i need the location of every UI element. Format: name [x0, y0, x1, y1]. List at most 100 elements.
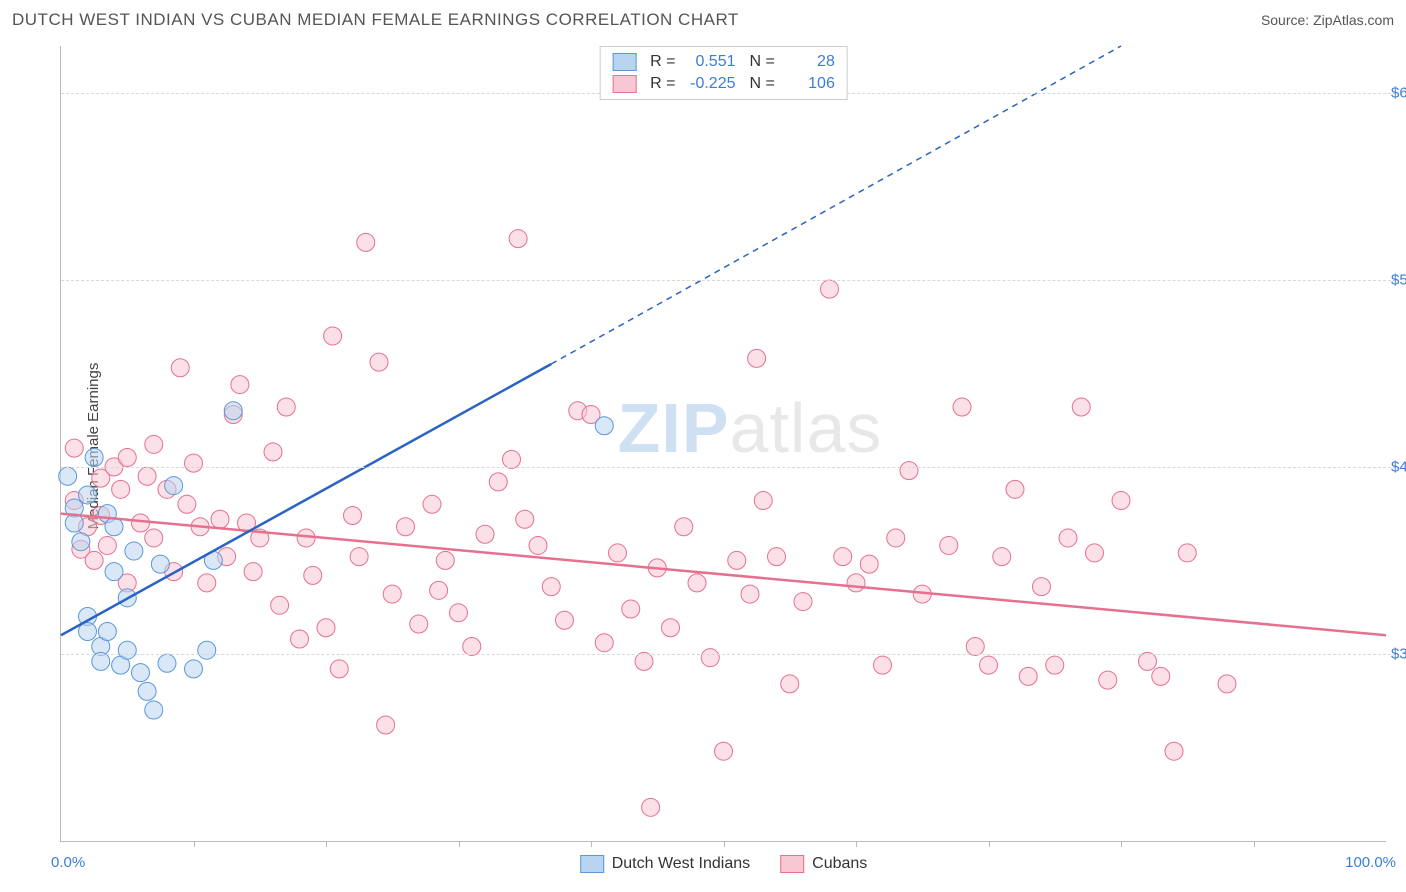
cuban-point: [244, 563, 262, 581]
cuban-point: [1046, 656, 1064, 674]
x-tick: [194, 841, 195, 847]
cuban-point: [377, 716, 395, 734]
cuban-point: [529, 536, 547, 554]
cuban-point: [489, 473, 507, 491]
cuban-point: [715, 742, 733, 760]
cuban-point: [516, 510, 534, 528]
y-tick-label: $60,000: [1391, 84, 1406, 101]
cuban-point: [383, 585, 401, 603]
gridline: [61, 654, 1396, 655]
cuban-point: [887, 529, 905, 547]
cuban-point: [688, 574, 706, 592]
cuban-point: [1139, 652, 1157, 670]
x-tick: [326, 841, 327, 847]
cuban-point: [635, 652, 653, 670]
chart-title: DUTCH WEST INDIAN VS CUBAN MEDIAN FEMALE…: [12, 10, 739, 30]
cuban-point: [463, 637, 481, 655]
cuban-point: [330, 660, 348, 678]
cuban-point: [277, 398, 295, 416]
x-tick: [591, 841, 592, 847]
legend-item-cuban: Cubans: [780, 855, 867, 873]
cuban-point: [748, 349, 766, 367]
cuban-point: [1072, 398, 1090, 416]
dutch-point: [98, 622, 116, 640]
cuban-point: [132, 514, 150, 532]
cuban-point: [966, 637, 984, 655]
y-tick-label: $30,000: [1391, 645, 1406, 662]
cuban-point: [450, 604, 468, 622]
dutch-point: [224, 402, 242, 420]
cuban-point: [642, 798, 660, 816]
x-tick: [1254, 841, 1255, 847]
dutch-point: [59, 467, 77, 485]
cuban-point: [410, 615, 428, 633]
cuban-point: [138, 467, 156, 485]
cuban-point: [1006, 480, 1024, 498]
cuban-point: [622, 600, 640, 618]
legend-item-dutch: Dutch West Indians: [580, 855, 750, 873]
source: Source: ZipAtlas.com: [1261, 12, 1394, 28]
cuban-point: [430, 581, 448, 599]
n-label-dutch: N =: [750, 53, 775, 71]
cuban-point: [509, 230, 527, 248]
cuban-point: [178, 495, 196, 513]
cuban-point: [264, 443, 282, 461]
cuban-point: [662, 619, 680, 637]
swatch-dutch-bottom: [580, 855, 604, 873]
x-tick: [724, 841, 725, 847]
cuban-point: [1059, 529, 1077, 547]
cuban-point: [397, 518, 415, 536]
swatch-cuban-bottom: [780, 855, 804, 873]
cuban-point: [476, 525, 494, 543]
dutch-point: [185, 660, 203, 678]
cuban-point: [900, 462, 918, 480]
source-name: ZipAtlas.com: [1313, 12, 1394, 28]
cuban-point: [781, 675, 799, 693]
swatch-dutch: [612, 53, 636, 71]
cuban-point: [1099, 671, 1117, 689]
cuban-point: [675, 518, 693, 536]
legend-label-cuban: Cubans: [812, 855, 867, 873]
dutch-point: [105, 563, 123, 581]
series-legend: Dutch West Indians Cubans: [580, 855, 868, 873]
cuban-point: [794, 593, 812, 611]
x-tick: [459, 841, 460, 847]
legend-row-dutch: R = 0.551 N = 28: [612, 51, 835, 73]
cuban-point: [317, 619, 335, 637]
cuban-point: [344, 507, 362, 525]
n-value-cuban: 106: [785, 75, 835, 93]
correlation-legend: R = 0.551 N = 28 R = -0.225 N = 106: [599, 46, 848, 100]
cuban-point: [556, 611, 574, 629]
dutch-point: [72, 533, 90, 551]
cuban-point: [304, 566, 322, 584]
x-min-label: 0.0%: [51, 854, 85, 871]
cuban-point: [211, 510, 229, 528]
cuban-point: [1218, 675, 1236, 693]
source-label: Source:: [1261, 12, 1309, 28]
dutch-point: [79, 486, 97, 504]
chart-plot-area: ZIPatlas R = 0.551 N = 28 R = -0.225 N =…: [60, 46, 1386, 842]
cuban-point: [768, 548, 786, 566]
cuban-point: [701, 649, 719, 667]
dutch-trendline-solid: [61, 364, 551, 635]
dutch-point: [151, 555, 169, 573]
cuban-point: [1086, 544, 1104, 562]
cuban-point: [1112, 492, 1130, 510]
cuban-point: [185, 454, 203, 472]
cuban-point: [423, 495, 441, 513]
x-tick: [856, 841, 857, 847]
dutch-point: [165, 477, 183, 495]
cuban-point: [85, 551, 103, 569]
cuban-point: [291, 630, 309, 648]
dutch-point: [85, 449, 103, 467]
dutch-point: [138, 682, 156, 700]
cuban-point: [993, 548, 1011, 566]
cuban-point: [1165, 742, 1183, 760]
n-value-dutch: 28: [785, 53, 835, 71]
cuban-point: [980, 656, 998, 674]
dutch-point: [92, 652, 110, 670]
cuban-point: [1152, 667, 1170, 685]
cuban-point: [1033, 578, 1051, 596]
dutch-point: [595, 417, 613, 435]
cuban-point: [860, 555, 878, 573]
